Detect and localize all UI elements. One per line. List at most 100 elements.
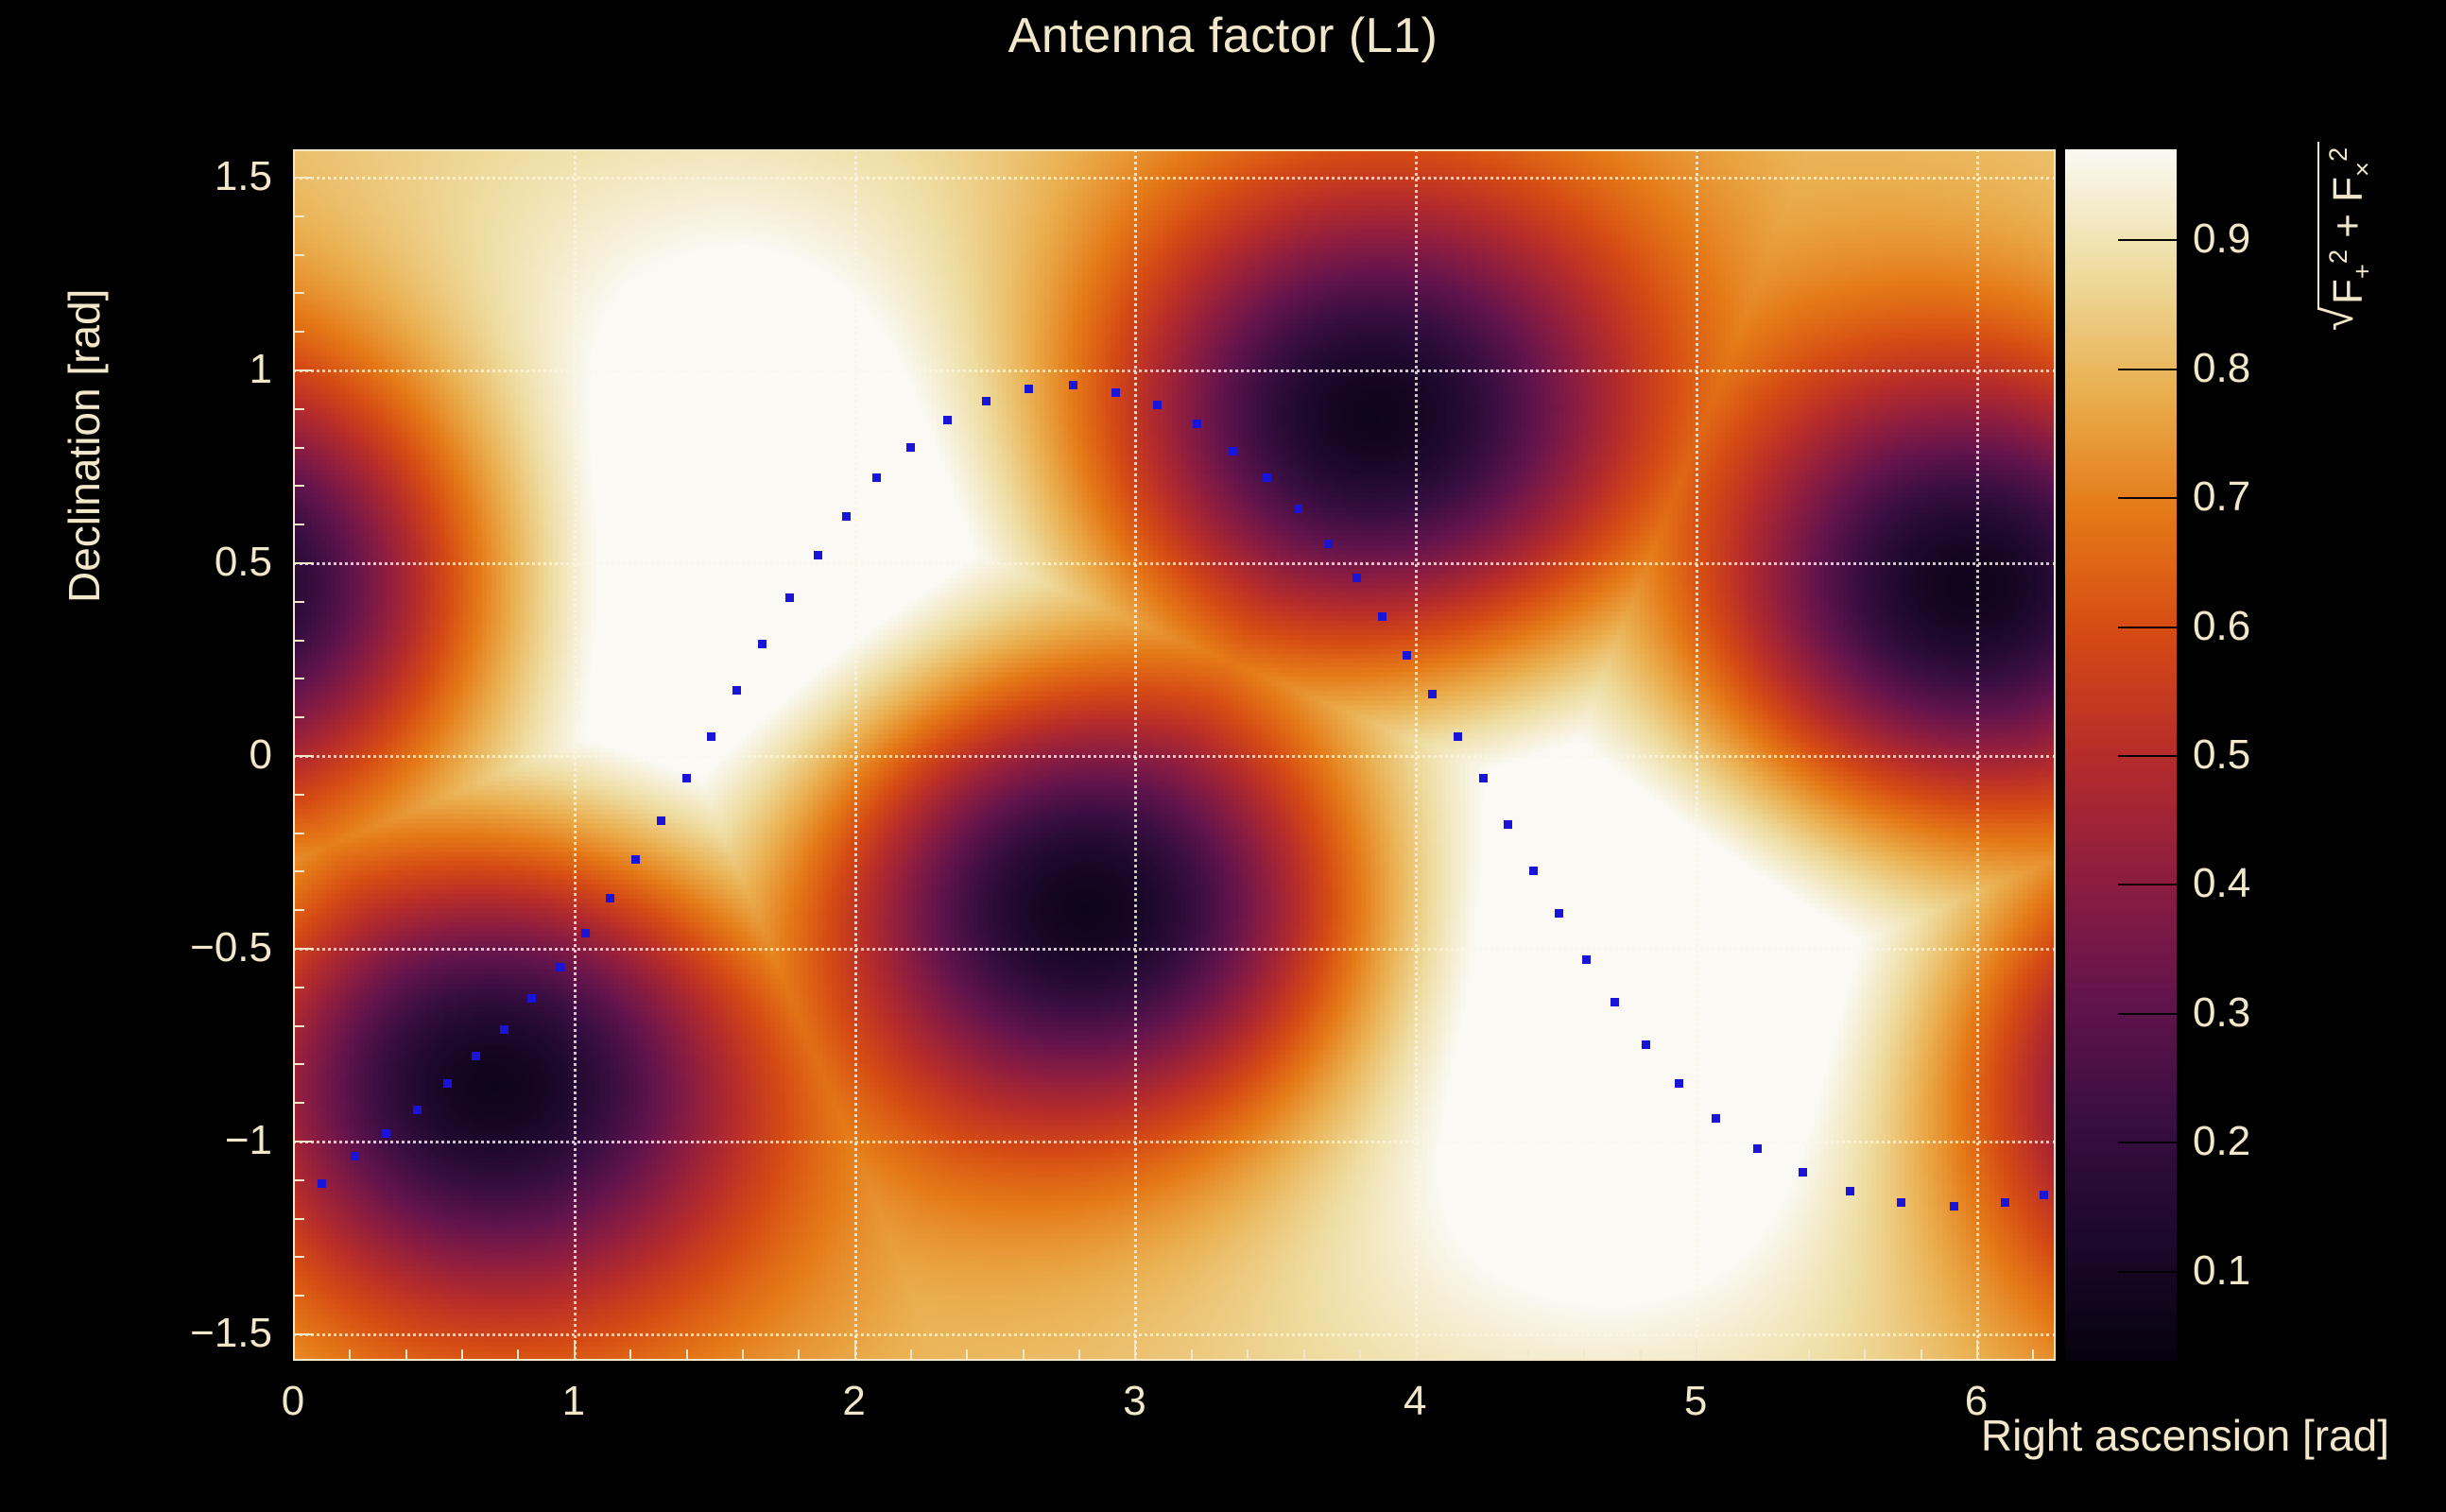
x-tick-major	[1696, 1340, 1698, 1361]
colorbar-tick	[2118, 1142, 2177, 1144]
x-tick-minor	[1527, 1349, 1530, 1361]
x-tick-minor	[1864, 1349, 1867, 1361]
y-ticklabel: 0	[249, 731, 272, 778]
y-axis-title: Declination [rad]	[60, 288, 109, 603]
y-tick-minor	[293, 870, 304, 873]
colorbar-ticklabel: 0.4	[2193, 860, 2251, 907]
colorbar-tick	[2118, 1012, 2177, 1015]
galactic-plane-point	[1753, 1144, 1763, 1154]
f-plus-sup: 2	[2323, 249, 2352, 265]
galactic-plane-point	[1641, 1040, 1650, 1050]
y-tick-major	[293, 369, 314, 371]
galactic-plane-point	[1192, 420, 1201, 429]
colorbar-ticklabel: 0.8	[2193, 344, 2251, 391]
f-cross-sub: ×	[2347, 162, 2377, 177]
galactic-plane-point	[1293, 504, 1302, 513]
colorbar-title: √ F+2 + F×2	[2313, 141, 2378, 331]
y-ticklabel: 1	[249, 345, 272, 392]
galactic-plane-point	[2000, 1198, 2009, 1208]
galactic-plane-point	[785, 593, 795, 602]
x-tick-minor	[629, 1349, 632, 1361]
galactic-plane-point	[631, 855, 641, 865]
galactic-plane-point	[471, 1052, 480, 1061]
galactic-plane-point	[412, 1106, 422, 1115]
y-tick-major	[293, 176, 314, 179]
galactic-plane-point	[1582, 955, 1592, 965]
colorbar-tick	[2118, 626, 2177, 628]
galactic-plane-point	[1428, 689, 1438, 698]
galactic-plane-point	[1611, 998, 1620, 1007]
f-plus-base: F	[2324, 279, 2371, 304]
y-ticklabel: −0.5	[190, 924, 272, 971]
x-tick-major	[1134, 1340, 1137, 1361]
x-tick-minor	[685, 1349, 688, 1361]
galactic-plane-point	[732, 685, 741, 695]
galactic-plane-point	[606, 893, 615, 902]
y-tick-minor	[293, 485, 304, 488]
y-ticklabel: −1.5	[190, 1310, 272, 1357]
x-axis-title: Right ascension [rad]	[1980, 1411, 2389, 1460]
galactic-plane-point	[757, 639, 767, 648]
x-ticklabel: 5	[1683, 1378, 1708, 1424]
galactic-plane-point	[1846, 1187, 1855, 1196]
galactic-plane-point	[942, 415, 952, 424]
galactic-plane-point	[580, 928, 590, 937]
x-tick-major	[1975, 1340, 1978, 1361]
colorbar-ticklabel: 0.5	[2193, 731, 2251, 778]
f-cross-sup: 2	[2323, 146, 2352, 162]
y-tick-minor	[293, 716, 304, 719]
x-tick-minor	[349, 1349, 352, 1361]
galactic-plane-point	[1675, 1078, 1684, 1088]
galactic-plane-point	[1352, 574, 1361, 583]
x-tick-minor	[1022, 1349, 1025, 1361]
galactic-plane-point	[1262, 473, 1271, 483]
x-tick-minor	[1190, 1349, 1193, 1361]
galactic-plane-point	[1324, 539, 1334, 548]
y-tick-major	[293, 1141, 314, 1143]
galactic-plane-point	[656, 816, 665, 826]
colorbar-ticklabel: 0.3	[2193, 988, 2251, 1036]
galactic-plane-point	[1478, 774, 1488, 783]
galactic-plane-point	[1504, 820, 1513, 830]
page-title: Antenna factor (L1)	[1008, 9, 1438, 63]
heatmap-panel	[293, 149, 2056, 1361]
x-tick-minor	[910, 1349, 912, 1361]
x-tick-minor	[798, 1349, 801, 1361]
galactic-plane-point	[1453, 731, 1462, 741]
x-tick-minor	[1302, 1349, 1305, 1361]
x-tick-minor	[1471, 1349, 1473, 1361]
colorbar-ticklabel: 0.2	[2193, 1118, 2251, 1165]
galactic-plane-point	[1069, 381, 1078, 390]
colorbar-ticklabel: 0.7	[2193, 473, 2251, 521]
y-tick-minor	[293, 215, 304, 217]
x-tick-minor	[1247, 1349, 1249, 1361]
galactic-plane-point	[527, 994, 537, 1004]
galactic-plane-point	[1711, 1113, 1720, 1123]
galactic-plane-point	[1403, 650, 1412, 660]
x-tick-minor	[1751, 1349, 1754, 1361]
x-ticklabel: 6	[1964, 1378, 1989, 1424]
f-plus-sub: +	[2347, 264, 2377, 280]
x-tick-minor	[1807, 1349, 1810, 1361]
x-ticklabel: 2	[842, 1378, 866, 1424]
y-tick-minor	[293, 986, 304, 988]
galactic-plane-point	[681, 774, 691, 783]
y-tick-minor	[293, 639, 304, 642]
x-tick-minor	[966, 1349, 969, 1361]
galactic-plane-point	[381, 1128, 390, 1138]
x-ticklabel: 4	[1404, 1378, 1427, 1424]
y-tick-minor	[293, 1063, 304, 1066]
galactic-plane-point	[1896, 1198, 1905, 1208]
y-tick-minor	[293, 1217, 304, 1220]
x-ticklabel: 1	[561, 1378, 586, 1424]
galactic-plane-point	[814, 550, 823, 559]
y-tick-major	[293, 948, 314, 951]
y-tick-major	[293, 755, 314, 757]
x-tick-major	[293, 1340, 295, 1361]
colorbar-tick	[2118, 884, 2177, 886]
galactic-plane-point	[1153, 400, 1163, 409]
x-tick-minor	[461, 1349, 464, 1361]
galactic-plane-point	[1229, 446, 1238, 455]
galactic-plane-point	[555, 963, 564, 972]
y-tick-minor	[293, 253, 304, 256]
